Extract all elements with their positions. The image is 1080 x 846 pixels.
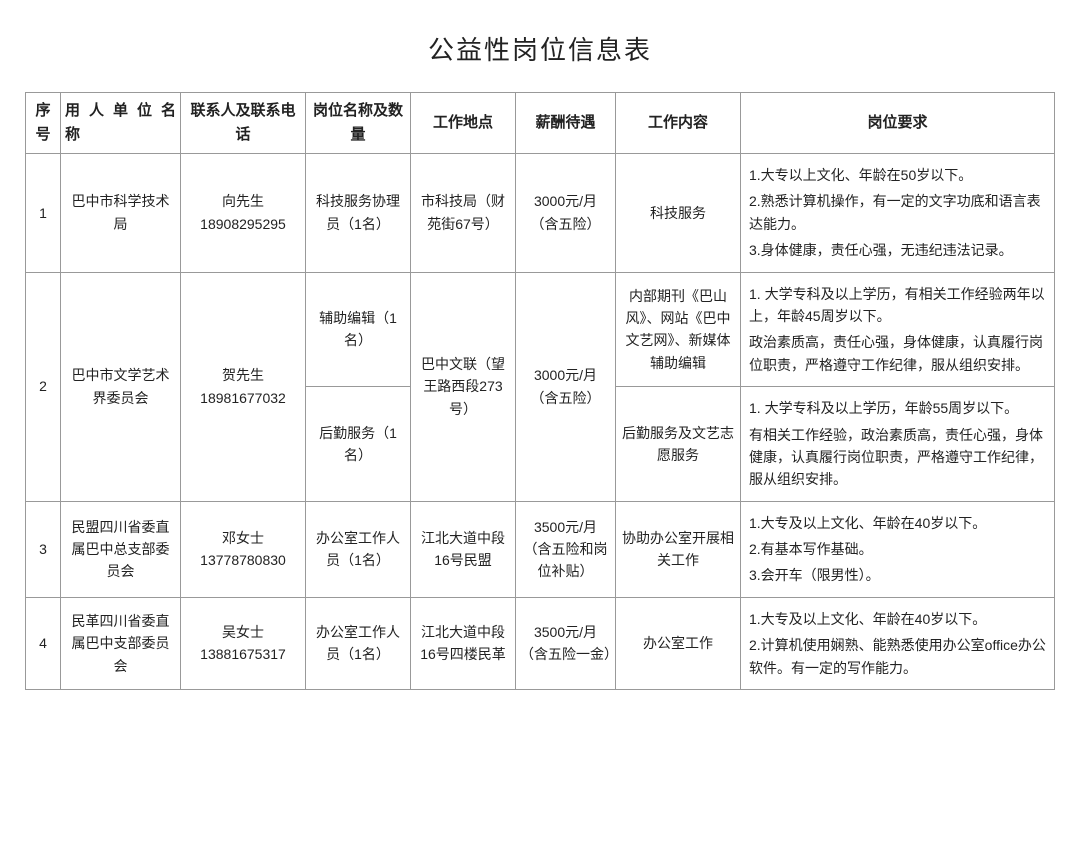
requirement-item: 3.会开车（限男性）。 [749, 564, 1046, 586]
page-title: 公益性岗位信息表 [25, 30, 1055, 67]
col-salary: 薪酬待遇 [516, 93, 616, 154]
salary-cell: 3500元/月（含五险一金） [516, 597, 616, 689]
requirement-cell: 1.大专以上文化、年龄在50岁以下。 2.熟悉计算机操作，有一定的文字功底和语言表… [741, 154, 1055, 273]
table-body: 1巴中市科学技术局向先生 18908295295科技服务协理员（1名）市科技局（… [26, 154, 1055, 690]
contact-cell: 邓女士 13778780830 [181, 501, 306, 597]
requirement-item: 1.大专及以上文化、年龄在40岁以下。 [749, 608, 1046, 630]
table-row: 3民盟四川省委直属巴中总支部委员会邓女士 13778780830办公室工作人员（… [26, 501, 1055, 597]
org-cell: 民盟四川省委直属巴中总支部委员会 [61, 501, 181, 597]
content-cell: 办公室工作 [616, 597, 741, 689]
requirement-cell: 1.大专及以上文化、年龄在40岁以下。 2.计算机使用娴熟、能熟悉使用办公室off… [741, 597, 1055, 689]
table-row: 1巴中市科学技术局向先生 18908295295科技服务协理员（1名）市科技局（… [26, 154, 1055, 273]
contact-cell: 向先生 18908295295 [181, 154, 306, 273]
org-cell: 民革四川省委直属巴中支部委员会 [61, 597, 181, 689]
content-cell: 后勤服务及文艺志愿服务 [616, 387, 741, 502]
col-requirement: 岗位要求 [741, 93, 1055, 154]
info-table: 序号 用人单位名 称 联系人及联系电话 岗位名称及数量 工作地点 薪酬待遇 工作… [25, 92, 1055, 690]
col-seq: 序号 [26, 93, 61, 154]
requirement-cell: 1. 大学专科及以上学历，年龄55周岁以下。有相关工作经验，政治素质高，责任心强… [741, 387, 1055, 502]
salary-cell: 3000元/月（含五险） [516, 272, 616, 501]
location-cell: 市科技局（财苑街67号） [411, 154, 516, 273]
requirement-item: 1.大专及以上文化、年龄在40岁以下。 [749, 512, 1046, 534]
salary-cell: 3000元/月（含五险） [516, 154, 616, 273]
location-cell: 巴中文联（望王路西段273号） [411, 272, 516, 501]
requirement-item: 2.熟悉计算机操作，有一定的文字功底和语言表达能力。 [749, 190, 1046, 235]
location-cell: 江北大道中段16号民盟 [411, 501, 516, 597]
org-cell: 巴中市文学艺术界委员会 [61, 272, 181, 501]
col-position: 岗位名称及数量 [306, 93, 411, 154]
col-location: 工作地点 [411, 93, 516, 154]
col-contact: 联系人及联系电话 [181, 93, 306, 154]
requirement-item: 政治素质高，责任心强，身体健康，认真履行岗位职责，严格遵守工作纪律，服从组织安排… [749, 331, 1046, 376]
contact-cell: 贺先生 18981677032 [181, 272, 306, 501]
location-cell: 江北大道中段16号四楼民革 [411, 597, 516, 689]
position-cell: 办公室工作人员（1名） [306, 501, 411, 597]
org-cell: 巴中市科学技术局 [61, 154, 181, 273]
contact-cell: 吴女士 13881675317 [181, 597, 306, 689]
requirement-item: 3.身体健康，责任心强，无违纪违法记录。 [749, 239, 1046, 261]
requirement-item: 有相关工作经验，政治素质高，责任心强，身体健康，认真履行岗位职责，严格遵守工作纪… [749, 424, 1046, 491]
table-header-row: 序号 用人单位名 称 联系人及联系电话 岗位名称及数量 工作地点 薪酬待遇 工作… [26, 93, 1055, 154]
position-cell: 办公室工作人员（1名） [306, 597, 411, 689]
table-row: 4民革四川省委直属巴中支部委员会吴女士 13881675317办公室工作人员（1… [26, 597, 1055, 689]
position-cell: 辅助编辑（1名） [306, 272, 411, 387]
requirement-item: 1. 大学专科及以上学历，年龄55周岁以下。 [749, 397, 1046, 419]
requirement-cell: 1.大专及以上文化、年龄在40岁以下。 2.有基本写作基础。 3.会开车（限男性）。 [741, 501, 1055, 597]
seq-cell: 4 [26, 597, 61, 689]
table-row: 2巴中市文学艺术界委员会贺先生 18981677032辅助编辑（1名）巴中文联（… [26, 272, 1055, 387]
requirement-item: 2.计算机使用娴熟、能熟悉使用办公室office办公软件。有一定的写作能力。 [749, 634, 1046, 679]
position-cell: 科技服务协理员（1名） [306, 154, 411, 273]
col-org: 用人单位名 称 [61, 93, 181, 154]
content-cell: 协助办公室开展相关工作 [616, 501, 741, 597]
position-cell: 后勤服务（1名） [306, 387, 411, 502]
salary-cell: 3500元/月（含五险和岗位补贴） [516, 501, 616, 597]
seq-cell: 2 [26, 272, 61, 501]
requirement-item: 1. 大学专科及以上学历，有相关工作经验两年以上，年龄45周岁以下。 [749, 283, 1046, 328]
requirement-item: 1.大专以上文化、年龄在50岁以下。 [749, 164, 1046, 186]
seq-cell: 1 [26, 154, 61, 273]
content-cell: 科技服务 [616, 154, 741, 273]
col-content: 工作内容 [616, 93, 741, 154]
content-cell: 内部期刊《巴山风》、网站《巴中文艺网》、新媒体辅助编辑 [616, 272, 741, 387]
requirement-cell: 1. 大学专科及以上学历，有相关工作经验两年以上，年龄45周岁以下。政治素质高，… [741, 272, 1055, 387]
requirement-item: 2.有基本写作基础。 [749, 538, 1046, 560]
seq-cell: 3 [26, 501, 61, 597]
